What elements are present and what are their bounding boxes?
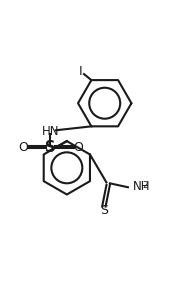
Text: O: O [19,141,28,154]
Text: S: S [45,140,56,155]
Text: S: S [100,204,108,217]
Text: 2: 2 [142,181,148,190]
Text: O: O [74,141,83,154]
Text: HN: HN [42,125,59,138]
Text: I: I [79,65,83,78]
Text: NH: NH [133,180,151,193]
